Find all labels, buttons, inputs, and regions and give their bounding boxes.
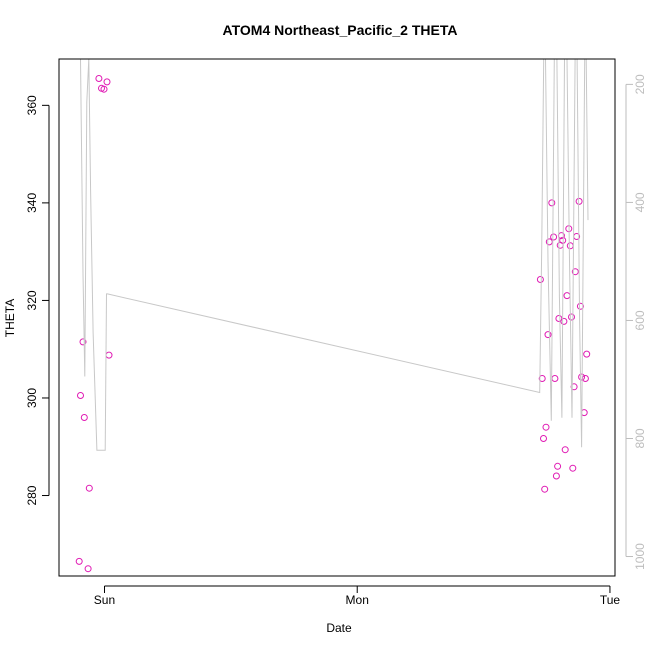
series-line (80, 59, 589, 451)
data-point (79, 338, 87, 346)
data-point (103, 78, 111, 86)
data-point (583, 350, 591, 358)
x-axis-label: Date (326, 621, 352, 635)
data-point (84, 565, 92, 573)
data-point (538, 375, 546, 382)
x-tick-label: Sun (94, 593, 115, 607)
data-point (80, 414, 88, 421)
data-point (100, 85, 108, 93)
y-tick-label: 280 (25, 485, 39, 505)
data-point (566, 242, 574, 250)
left-axis: 280 300 320 340 360 (25, 95, 50, 506)
plot-frame (58, 58, 616, 577)
y-tick-label: 320 (25, 290, 39, 310)
data-point (552, 472, 560, 480)
y-axis-label: THETA (3, 299, 17, 337)
data-point (581, 375, 589, 382)
right-y-tick-label: 800 (633, 428, 647, 448)
right-axis: 200 400 600 800 1000 (625, 74, 647, 570)
data-point (536, 276, 544, 283)
data-point (560, 317, 568, 325)
y-tick-label: 360 (25, 95, 39, 115)
bottom-axis: Sun Mon Tue (94, 585, 621, 607)
data-point (75, 557, 83, 565)
data-point (105, 351, 113, 359)
y-tick-label: 300 (25, 388, 39, 408)
y-tick-label: 340 (25, 193, 39, 213)
data-point (555, 315, 563, 322)
x-tick-label: Tue (600, 593, 621, 607)
data-point (548, 199, 556, 207)
data-point (571, 268, 579, 276)
data-point (568, 313, 575, 321)
data-point (569, 464, 577, 472)
chart-title: ATOM4 Northeast_Pacific_2 THETA (223, 22, 458, 38)
data-point (550, 233, 558, 241)
data-point (95, 75, 103, 82)
data-point (77, 392, 84, 399)
data-point (551, 375, 559, 382)
data-point (542, 423, 550, 431)
data-point (561, 446, 569, 454)
data-point (545, 238, 553, 246)
data-point (85, 484, 93, 492)
data-point (554, 462, 562, 470)
series-layer (75, 59, 591, 573)
data-point (541, 485, 549, 493)
data-point (544, 331, 552, 339)
right-y-tick-label: 600 (633, 310, 647, 330)
data-point (540, 435, 547, 442)
data-point (575, 197, 583, 205)
right-y-tick-label: 1000 (633, 543, 647, 570)
data-point (563, 292, 571, 300)
x-tick-label: Mon (346, 593, 369, 607)
data-point (578, 373, 586, 381)
right-y-tick-label: 200 (633, 74, 647, 94)
data-point (576, 302, 584, 310)
right-y-tick-label: 400 (633, 192, 647, 212)
